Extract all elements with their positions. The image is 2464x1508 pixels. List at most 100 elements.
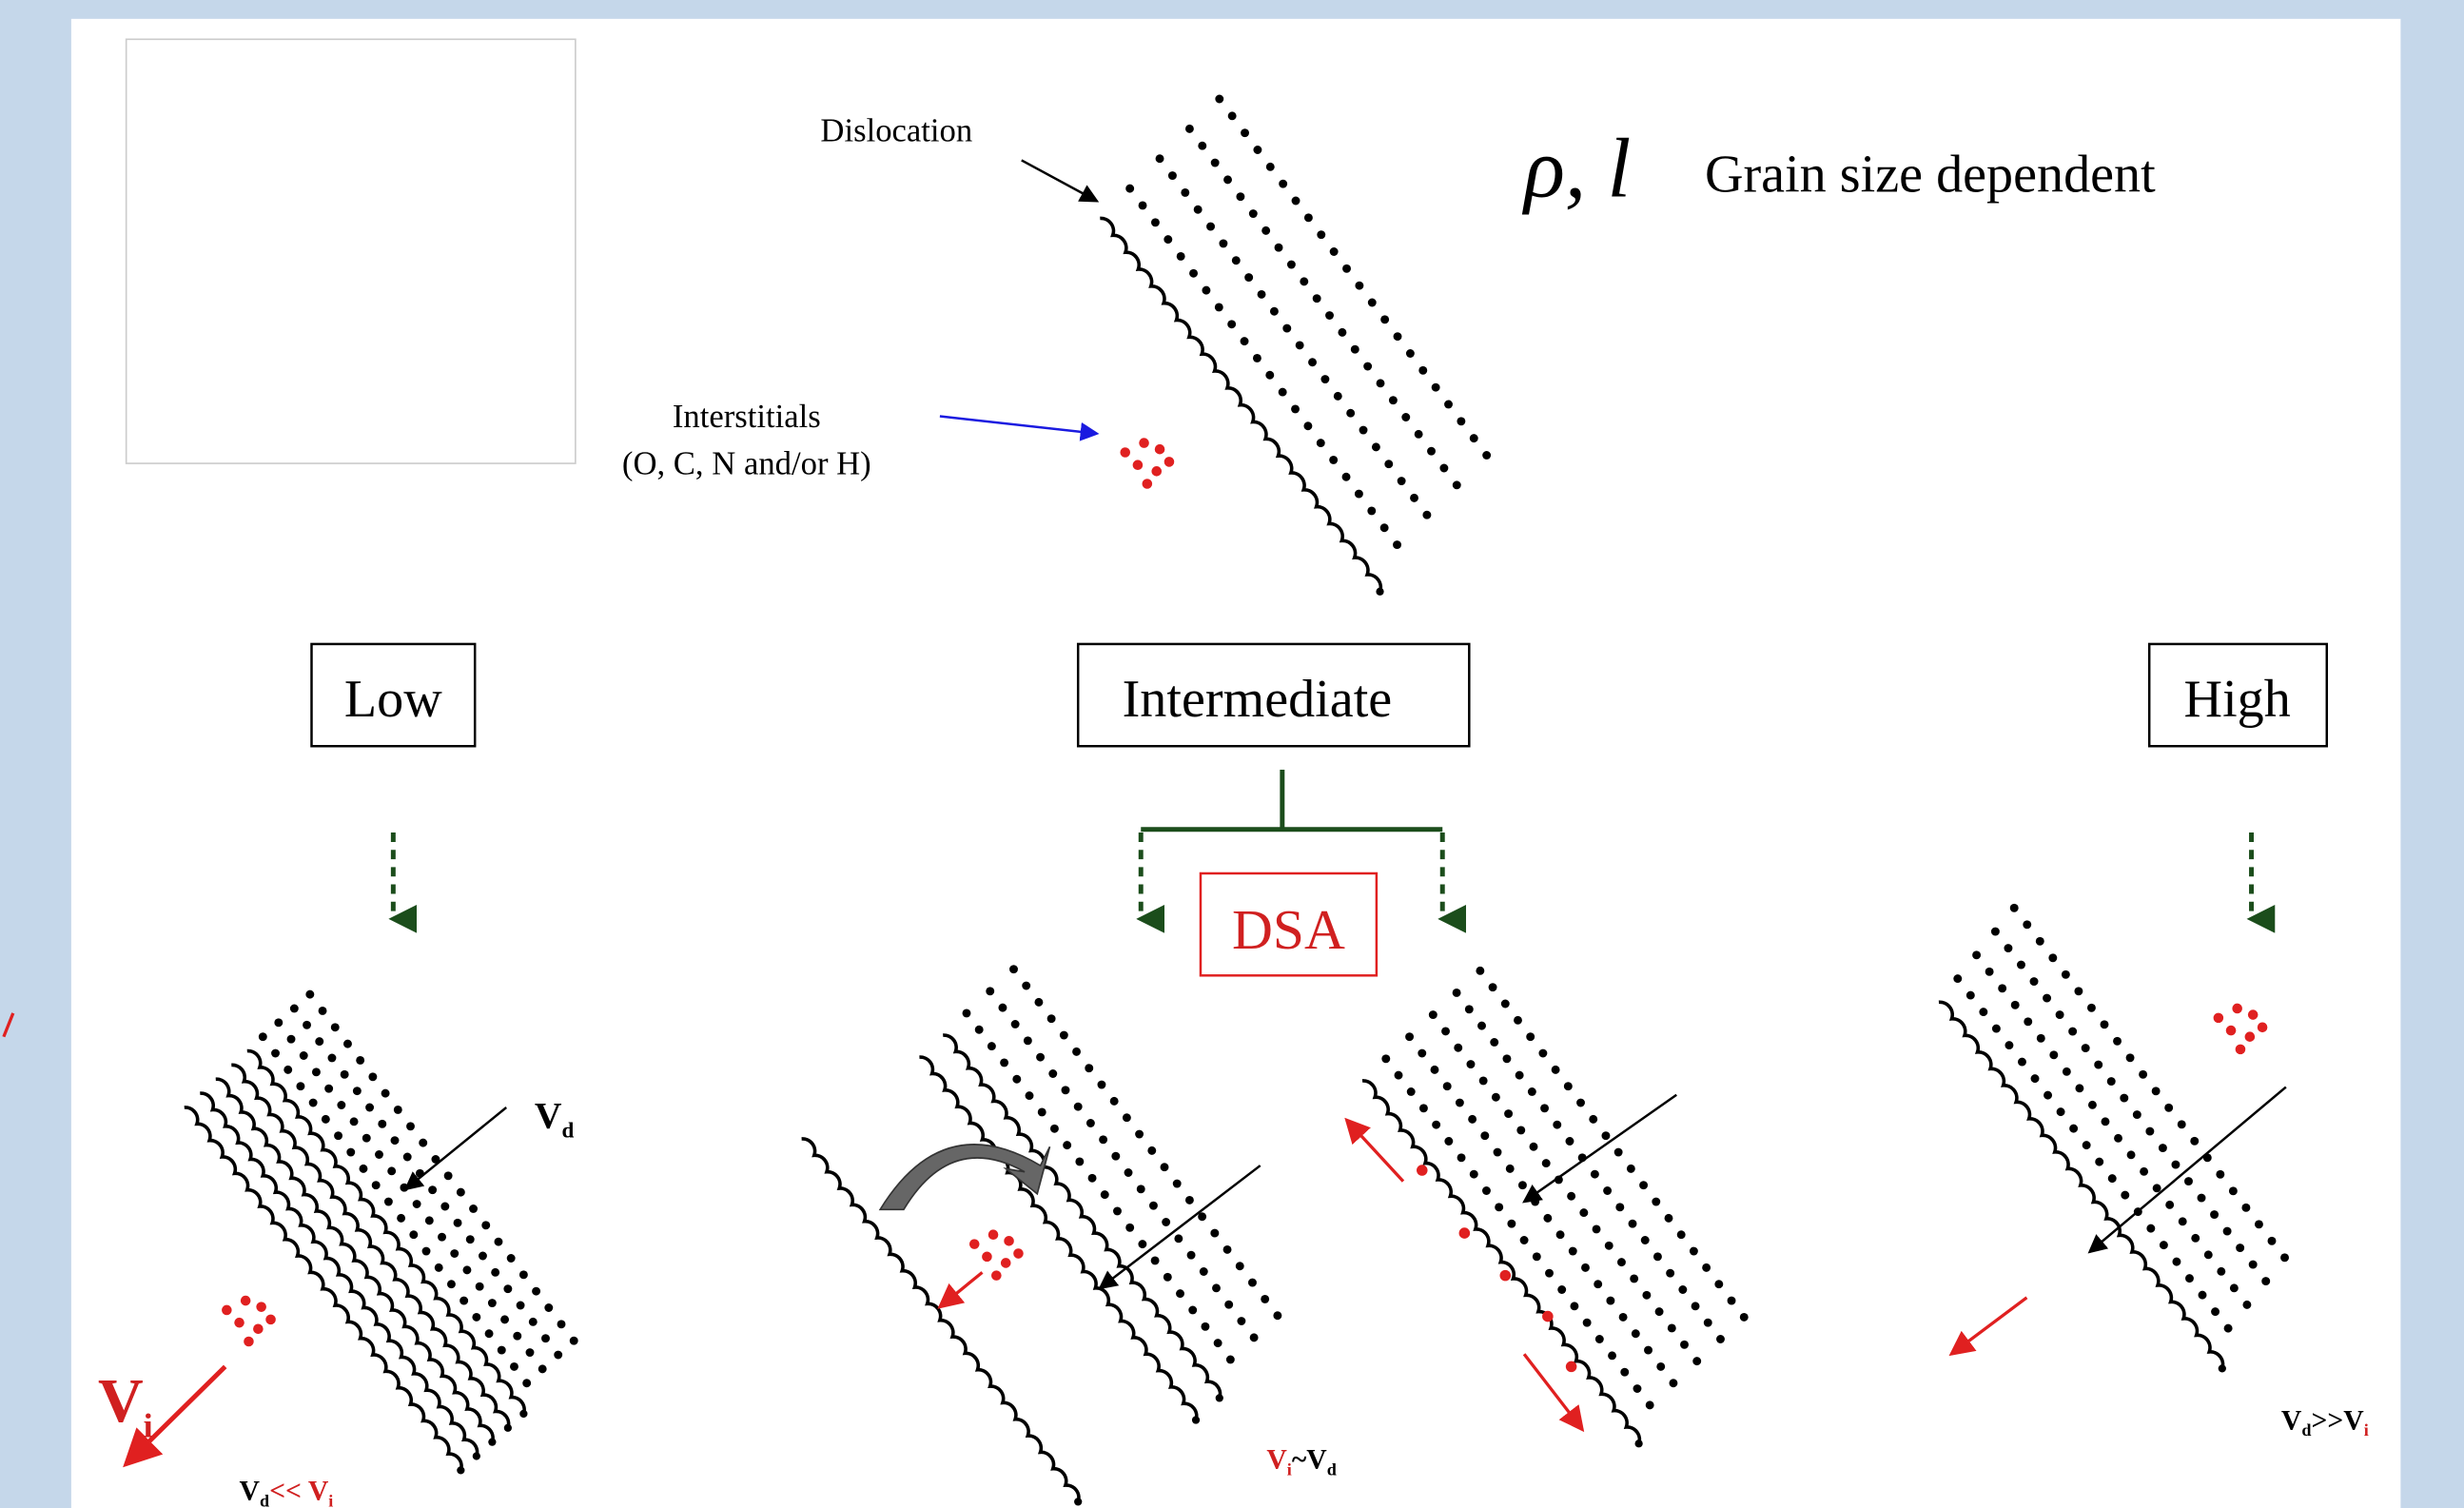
atom (1147, 1146, 1156, 1155)
interstitial (2248, 1009, 2259, 1020)
atom (1292, 197, 1300, 206)
atom (1228, 111, 1237, 120)
interstitial (253, 1323, 264, 1334)
atom (1678, 1285, 1687, 1294)
atom (1669, 1379, 1677, 1387)
atom (1427, 447, 1436, 456)
atom (337, 1101, 345, 1109)
atom (2102, 1117, 2110, 1126)
atom (1394, 332, 1402, 341)
atom (1630, 1274, 1638, 1283)
atom (1620, 1368, 1629, 1377)
atom (1530, 1143, 1538, 1151)
atom (2101, 1020, 2109, 1028)
atom (1418, 1049, 1426, 1058)
atom (2011, 1001, 2020, 1009)
atom (271, 1049, 280, 1058)
atom (1470, 434, 1478, 442)
atom (2164, 1104, 2173, 1112)
atom (1317, 230, 1325, 239)
atom (1439, 464, 1448, 473)
atom (1296, 341, 1304, 349)
atom (1261, 1295, 1269, 1303)
atom (1398, 477, 1406, 485)
atom (450, 1249, 459, 1258)
atom (1138, 1240, 1146, 1248)
atom (2088, 1101, 2097, 1109)
atom (1164, 1273, 1172, 1282)
atom (1494, 1148, 1502, 1157)
atom (2030, 977, 2039, 986)
atom (1972, 950, 1981, 959)
atom (287, 1035, 296, 1044)
atom (1677, 1230, 1686, 1239)
atom (1468, 1115, 1476, 1124)
atom (472, 1313, 480, 1322)
atom (1538, 1049, 1547, 1058)
atom (485, 1329, 494, 1338)
rel: ~V (1292, 1445, 1327, 1476)
atom (1998, 984, 2006, 992)
atom (1149, 1202, 1158, 1210)
atom (1465, 1005, 1474, 1013)
sub: i (328, 1491, 333, 1508)
atom (315, 1037, 323, 1046)
regime-label: Intermediate (1123, 670, 1393, 729)
atom (1111, 1152, 1120, 1161)
atom (2146, 1224, 2155, 1233)
atom (341, 1070, 349, 1079)
atom (1273, 1311, 1281, 1320)
atom (1300, 277, 1308, 285)
atom (2024, 1017, 2032, 1026)
atom (1714, 1280, 1723, 1288)
atom (1085, 1064, 1093, 1072)
atom (422, 1247, 431, 1256)
interstitial (244, 1337, 254, 1347)
atom (1381, 1054, 1390, 1063)
atom (2043, 994, 2051, 1003)
atom (1372, 442, 1380, 451)
atom (1156, 154, 1164, 163)
atom (1579, 1208, 1588, 1217)
atom (1453, 480, 1461, 489)
interstitial (1542, 1311, 1554, 1322)
atom (1110, 1097, 1119, 1106)
atom (2191, 1234, 2200, 1243)
atom (1151, 218, 1160, 226)
atom (1237, 1317, 1245, 1325)
atom (1212, 1283, 1221, 1292)
sub: i (2364, 1420, 2369, 1439)
atom (2113, 1037, 2122, 1046)
interstitial (1120, 447, 1130, 458)
atom (2210, 1210, 2219, 1219)
atom (413, 1200, 421, 1208)
atom (1123, 1113, 1131, 1122)
atom (1086, 1119, 1095, 1127)
interstitial (2258, 1022, 2268, 1032)
atom (1418, 366, 1427, 375)
atom (526, 1348, 535, 1357)
atom (1393, 540, 1401, 549)
atom (1629, 1220, 1637, 1228)
atom (1456, 1099, 1464, 1107)
atom (2074, 987, 2083, 995)
atom (1099, 1135, 1107, 1144)
atom (1236, 192, 1244, 201)
interstitial (1155, 444, 1165, 455)
atom (1275, 244, 1283, 252)
atom (1507, 1220, 1516, 1228)
atom (2255, 1220, 2263, 1228)
interstitials-label: Interstitials (673, 399, 821, 435)
atom (1617, 1258, 1626, 1266)
atom (1576, 1099, 1585, 1107)
atom (2120, 1094, 2128, 1103)
atom (2036, 937, 2044, 946)
atom (2216, 1170, 2224, 1179)
atom (2133, 1110, 2141, 1119)
atom (1633, 1384, 1642, 1393)
interstitial (256, 1302, 266, 1312)
atom (1279, 388, 1287, 397)
atom (1543, 1214, 1552, 1223)
atom (2198, 1194, 2206, 1203)
atom (1266, 163, 1275, 171)
